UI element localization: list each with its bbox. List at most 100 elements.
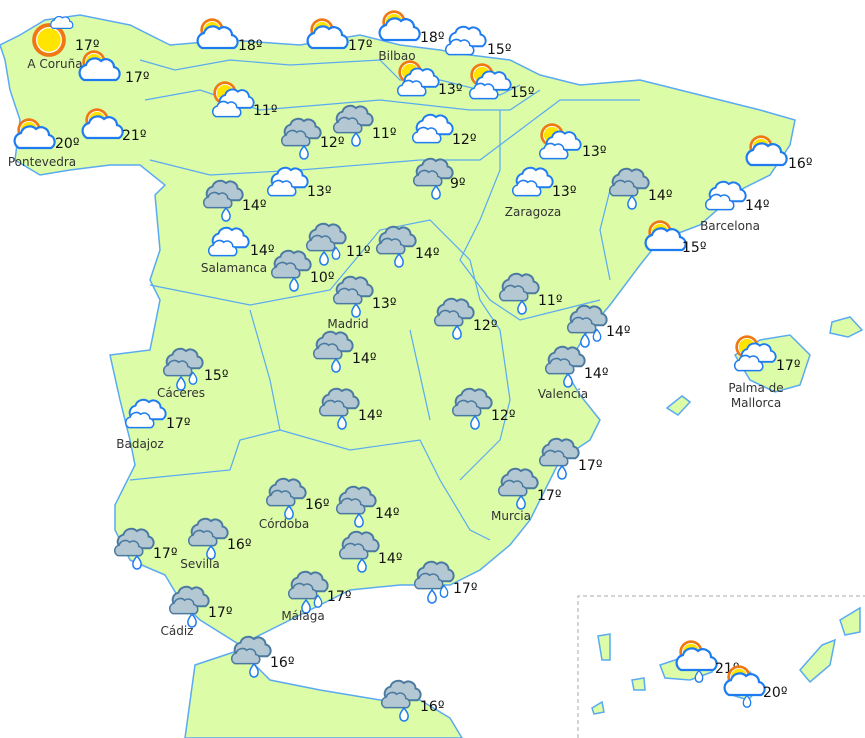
station-pontevedra: 20º Pontevedra xyxy=(8,118,79,169)
temperature-label: 17º xyxy=(537,488,561,504)
temperature-label: 10º xyxy=(310,270,334,286)
temperature-label: 14º xyxy=(352,351,376,367)
city-label: Salamanca xyxy=(201,261,267,275)
temperature-label: 15º xyxy=(487,42,511,58)
raindrop-icon xyxy=(557,465,567,480)
station-point-46: 17º xyxy=(413,560,477,604)
station-murcia: 17º Murcia xyxy=(491,467,561,523)
sun-rain-icon xyxy=(723,665,766,708)
city-label: Barcelona xyxy=(700,219,760,233)
station-point-26: 14º xyxy=(375,225,439,268)
temperature-label: 11º xyxy=(253,103,277,119)
temperature-label: 17º xyxy=(776,358,800,374)
station-point-2: 17º xyxy=(78,50,149,86)
temperature-label: 18º xyxy=(238,38,262,54)
raindrop-icon xyxy=(427,589,437,604)
temperature-label: 18º xyxy=(420,30,444,46)
city-label: A Coruña xyxy=(27,57,82,71)
temperature-label: 13º xyxy=(307,184,331,200)
station-point-43: 17º xyxy=(113,527,177,570)
station-point-15: 9º xyxy=(412,157,466,200)
station-cáceres: 15º Cáceres xyxy=(157,347,228,400)
station-point-31: 14º xyxy=(566,304,630,348)
station-point-37: 14º xyxy=(318,387,382,430)
temperature-label: 12º xyxy=(452,132,476,148)
station-a-coruña: 17º A Coruña xyxy=(27,15,99,71)
station-bilbao: 18º Bilbao xyxy=(378,10,444,63)
station-point-11: 11º xyxy=(211,81,277,119)
temperature-label: 15º xyxy=(510,85,534,101)
station-palma-de-mallorca: 17º Palma de Mallorca xyxy=(728,335,800,410)
canary-inset-frame xyxy=(577,595,865,738)
city-label: Cádiz xyxy=(161,624,194,638)
station-point-27: 10º xyxy=(270,249,334,292)
temperature-label: 16º xyxy=(305,497,329,513)
city-label: Madrid xyxy=(327,317,368,331)
station-madrid: 13º Madrid xyxy=(327,275,396,331)
city-label: Bilbao xyxy=(378,49,415,63)
temperature-label: 11º xyxy=(346,244,370,260)
temperature-label: 17º xyxy=(208,605,232,621)
temperature-label: 17º xyxy=(348,38,372,54)
station-point-30: 11º xyxy=(498,272,562,315)
temperature-label: 14º xyxy=(415,246,439,262)
temperature-label: 13º xyxy=(582,144,606,160)
sun-cloud-icon xyxy=(378,10,421,42)
station-point-6: 17º xyxy=(306,18,372,54)
temperature-label: 16º xyxy=(270,655,294,671)
temperature-label: 17º xyxy=(153,546,177,562)
temperature-label: 11º xyxy=(538,293,562,309)
temperature-label: 14º xyxy=(648,188,672,204)
station-cádiz: 17º Cádiz xyxy=(161,585,232,638)
temperature-label: 16º xyxy=(788,156,812,172)
temperature-label: 20º xyxy=(763,685,787,701)
station-point-42: 14º xyxy=(335,485,399,528)
clouds-icon xyxy=(444,25,487,56)
island-lanzarote xyxy=(839,606,861,636)
station-sevilla: 16º Sevilla xyxy=(180,517,251,571)
station-point-10: 15º xyxy=(468,63,534,101)
station-point-49: 16º xyxy=(230,635,294,678)
sun-cloud-icon xyxy=(306,18,349,50)
temperature-label: 17º xyxy=(166,416,190,432)
island-menorca xyxy=(829,316,864,338)
temperature-label: 13º xyxy=(372,296,396,312)
temperature-label: 16º xyxy=(420,699,444,715)
station-point-50: 16º xyxy=(380,679,444,722)
station-barcelona: 14º Barcelona xyxy=(700,180,769,233)
station-point-29: 12º xyxy=(433,297,497,340)
city-label: Valencia xyxy=(538,387,588,401)
city-label: Cáceres xyxy=(157,386,205,400)
temperature-label: 17º xyxy=(75,38,99,54)
station-point-36: 14º xyxy=(312,330,376,373)
temperature-label: 14º xyxy=(250,243,274,259)
island-la-palma xyxy=(597,633,611,661)
temperature-label: 14º xyxy=(584,366,608,382)
station-córdoba: 16º Córdoba xyxy=(259,477,329,531)
city-label: Málaga xyxy=(281,609,324,623)
station-point-14: 12º xyxy=(411,113,476,148)
city-label: Palma de Mallorca xyxy=(728,381,783,410)
station-point-4: 21º xyxy=(81,108,146,144)
station-point-23: 15º xyxy=(644,220,706,256)
city-label: Córdoba xyxy=(259,517,309,531)
station-point-9: 13º xyxy=(396,60,462,98)
temperature-label: 11º xyxy=(372,126,396,142)
temperature-label: 12º xyxy=(473,318,497,334)
temperature-label: 13º xyxy=(438,82,462,98)
station-point-21: 16º xyxy=(745,135,812,172)
temperature-label: 14º xyxy=(606,324,630,340)
temperature-label: 17º xyxy=(578,458,602,474)
temperature-label: 17º xyxy=(125,70,149,86)
station-point-8: 15º xyxy=(444,25,511,58)
temperature-label: 15º xyxy=(682,240,706,256)
station-zaragoza: 13º Zaragoza xyxy=(505,166,576,219)
temperature-label: 14º xyxy=(358,408,382,424)
temperature-label: 15º xyxy=(204,368,228,384)
temperature-label: 12º xyxy=(320,135,344,151)
island-ibiza xyxy=(665,395,692,416)
